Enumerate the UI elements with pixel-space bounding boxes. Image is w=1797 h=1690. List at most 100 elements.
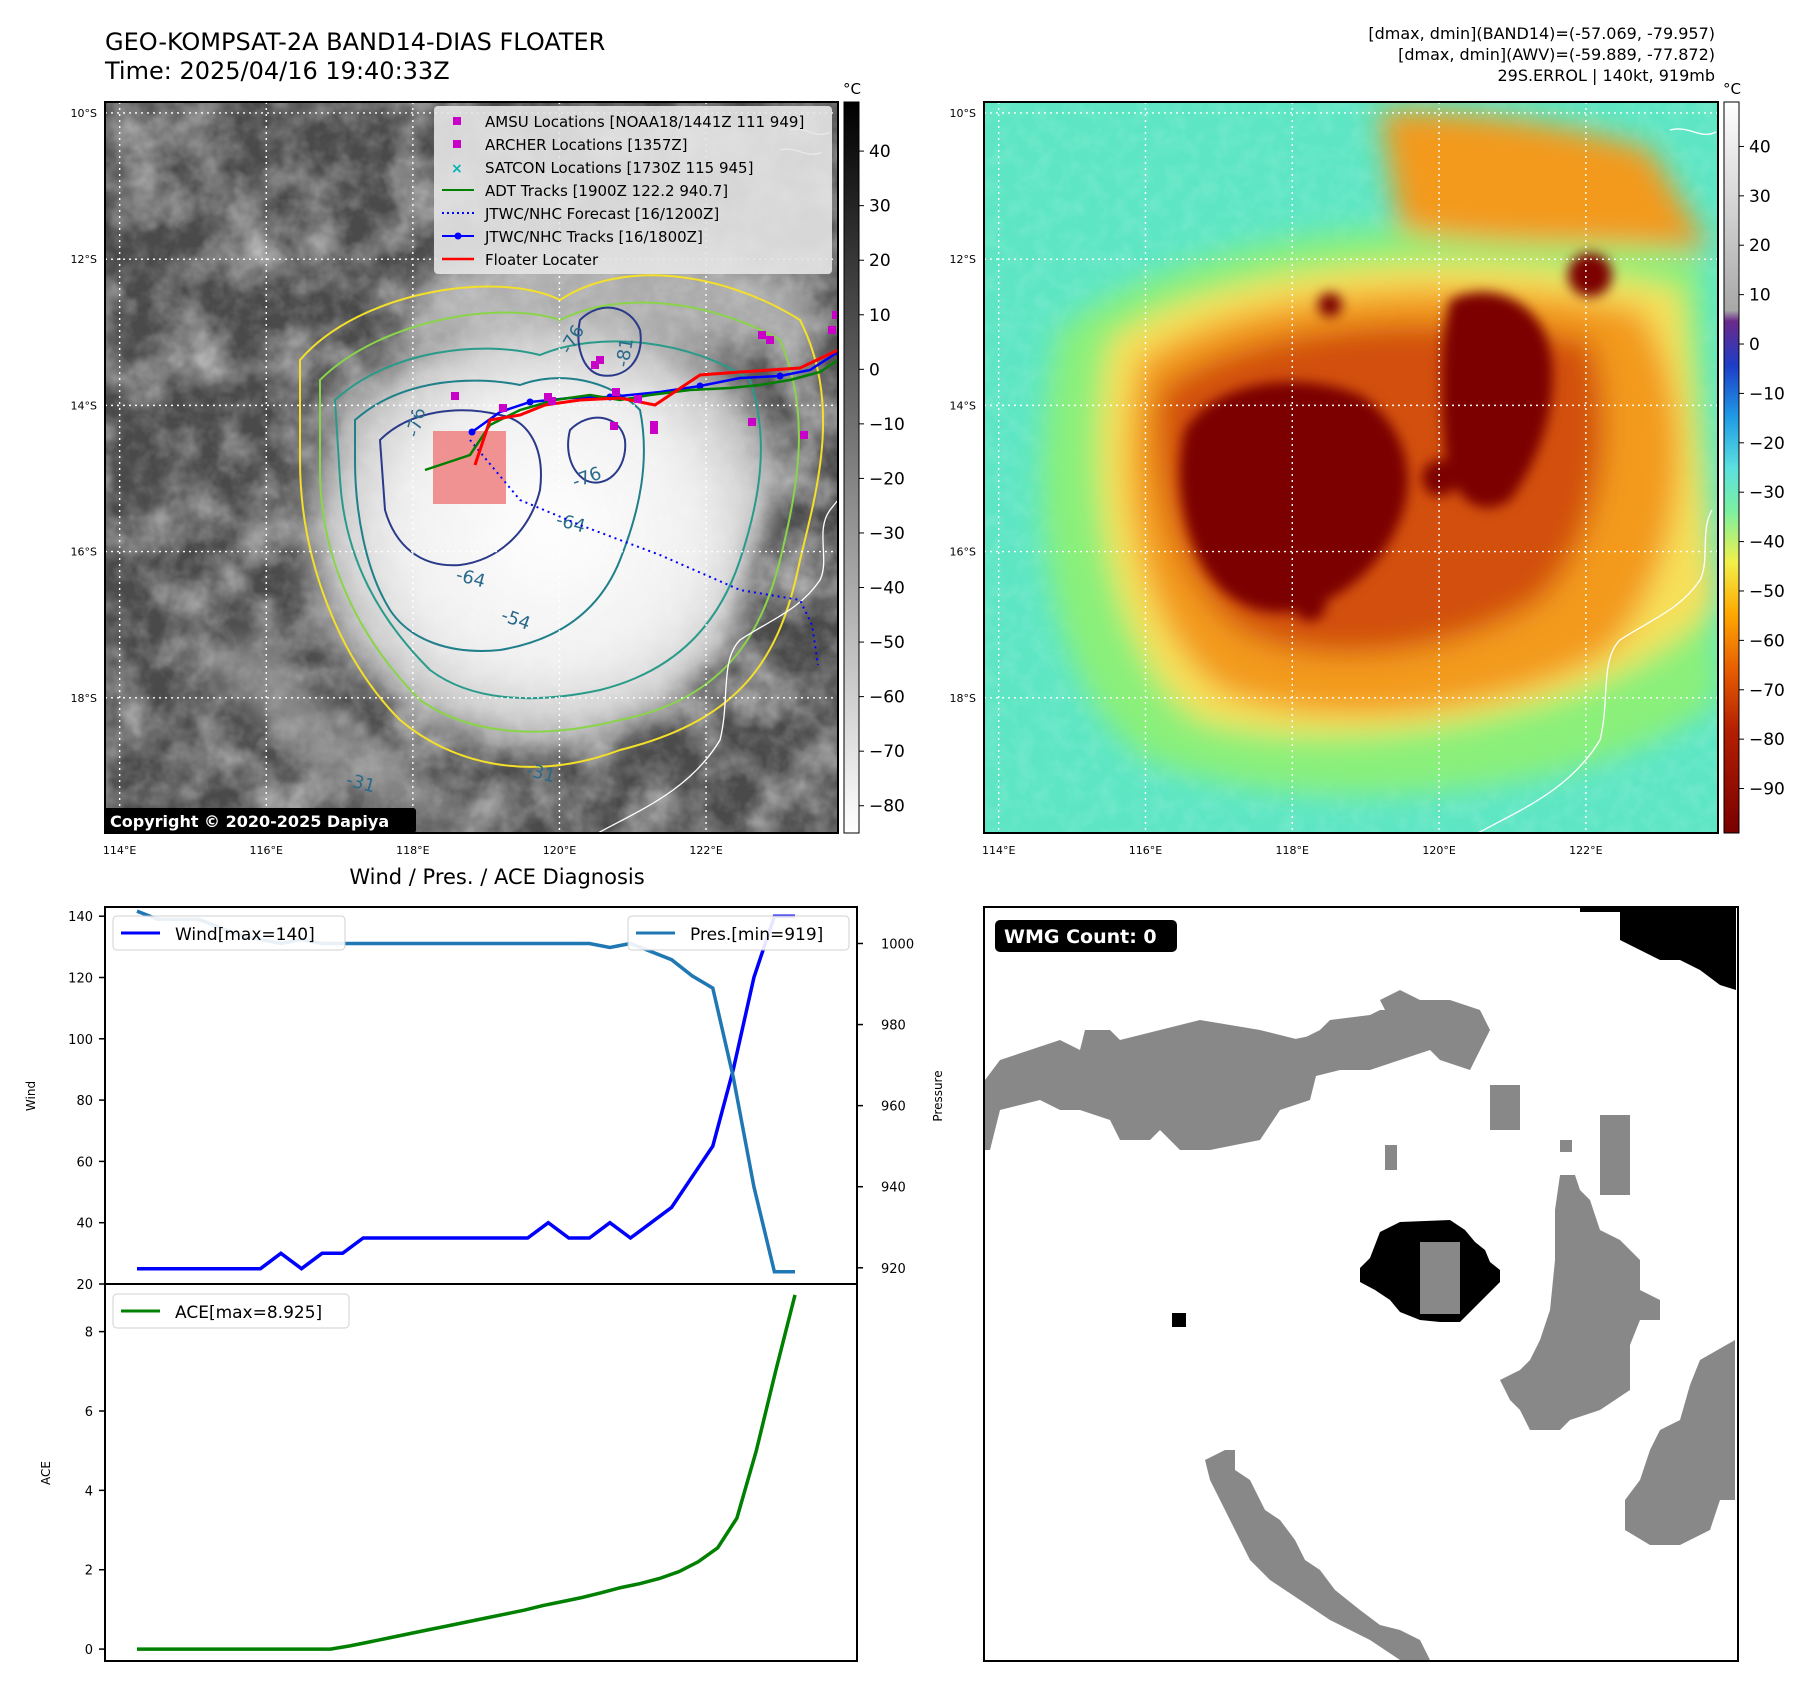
colorbar-tick-label: −80 xyxy=(869,797,905,817)
wind-legend: Wind[max=140] xyxy=(112,915,346,951)
pressure-tick-label: 1000 xyxy=(881,937,914,952)
pressure-axis-label: Pressure xyxy=(931,1070,945,1121)
colorbar-tick-label: 40 xyxy=(869,142,891,162)
lat-label: 16°S xyxy=(71,546,97,559)
ace-series-line xyxy=(137,1294,797,1651)
awv-axis-labels: 10°S 12°S 14°S 16°S 18°S 114°E 116°E 118°E 120°E… xyxy=(950,107,1603,857)
lon-label: 114°E xyxy=(982,844,1015,857)
wind-tick-label: 80 xyxy=(76,1094,93,1109)
colorbar-tick-label: −80 xyxy=(1749,730,1785,750)
legend-satcon-marker: × xyxy=(451,161,463,177)
wind-axis-ticks: 20 40 60 80 100 120 140 xyxy=(68,910,105,1293)
wmg-panel: WMG Count: 0 xyxy=(983,906,1739,1662)
jtwc-point xyxy=(776,372,784,380)
colorbar-tick-label: −40 xyxy=(1749,533,1785,553)
wind-tick-label: 140 xyxy=(68,910,93,925)
colorbar-tick-label: −20 xyxy=(869,469,905,489)
info-line-1: [dmax, dmin](BAND14)=(-57.069, -79.957) xyxy=(1368,24,1715,43)
wmg-count-badge xyxy=(995,920,1177,952)
ace-axis-ticks: 0 2 4 6 8 xyxy=(85,1326,105,1658)
color-colorbar xyxy=(1723,101,1740,834)
awv-core-maroon xyxy=(1180,381,1408,613)
legend-tracks-dot xyxy=(454,232,462,240)
wmg-ne-patch xyxy=(1380,990,1490,1070)
pressure-tick-label: 940 xyxy=(881,1181,906,1196)
legend-satcon: SATCON Locations [1730Z 115 945] xyxy=(485,159,753,177)
awv-map-panel xyxy=(984,102,1718,833)
ace-tick-label: 0 xyxy=(85,1643,93,1658)
awv-map-frame xyxy=(983,101,1719,834)
wind-series-line xyxy=(137,914,795,1271)
wind-pres-plot-frame xyxy=(104,906,858,1285)
band14-map-frame xyxy=(104,101,839,834)
ace-legend-label: ACE[max=8.925] xyxy=(175,1303,322,1323)
ace-axis-label: ACE xyxy=(39,1461,53,1485)
colorbar-tick-label: 20 xyxy=(1749,236,1771,256)
lon-label: 122°E xyxy=(1569,844,1602,857)
jtwc-point xyxy=(526,398,534,406)
wmg-frame xyxy=(983,906,1739,1662)
map-legend: AMSU Locations [NOAA18/1441Z 111 949] AR… xyxy=(434,106,832,274)
contour-teal-inner xyxy=(354,377,645,652)
title-line-1: GEO-KOMPSAT-2A BAND14-DIAS FLOATER xyxy=(105,28,605,56)
pres-legend-box xyxy=(627,915,850,951)
gray-colorbar xyxy=(843,101,860,834)
info-line-3: 29S.ERROL | 140kt, 919mb xyxy=(1497,66,1715,85)
gray-colorbar-ticks: 40 30 20 10 0 −10 −20 −30 −40 −50 −60 −70 −80 xyxy=(859,142,905,817)
awv-maroon-cell xyxy=(1568,253,1612,297)
wind-tick-label: 120 xyxy=(68,971,93,986)
wind-tick-label: 40 xyxy=(76,1217,93,1232)
legend-archer: ARCHER Locations [1357Z] xyxy=(485,136,688,154)
coastline xyxy=(597,499,838,833)
colorbar-tick-label: 30 xyxy=(1749,187,1771,207)
amsu-marker xyxy=(828,326,836,334)
wmg-ne-corner xyxy=(1620,907,1736,990)
wmg-east-band xyxy=(1500,1175,1660,1430)
ace-plot-frame xyxy=(104,1283,858,1662)
contour-teal-outer xyxy=(333,340,762,700)
lon-label: 120°E xyxy=(543,844,576,857)
amsu-marker xyxy=(612,388,620,396)
pressure-tick-label: 920 xyxy=(881,1262,906,1277)
amsu-marker xyxy=(800,431,808,439)
wind-tick-label: 100 xyxy=(68,1033,93,1048)
legend-archer-marker xyxy=(453,140,461,148)
lon-label: 114°E xyxy=(103,844,136,857)
lon-label: 116°E xyxy=(1129,844,1162,857)
amsu-marker xyxy=(832,311,838,319)
amsu-marker xyxy=(499,404,507,412)
lat-label: 16°S xyxy=(950,546,976,559)
lon-label: 120°E xyxy=(1422,844,1455,857)
wmg-eye-dot xyxy=(1172,1313,1186,1327)
colorbar-tick-label: 40 xyxy=(1749,137,1771,157)
ace-legend: ACE[max=8.925] xyxy=(112,1293,350,1329)
lat-label: 10°S xyxy=(71,107,97,120)
amsu-locations xyxy=(451,311,838,439)
awv-east-maroon xyxy=(1441,292,1553,508)
color-colorbar-unit: °C xyxy=(1723,80,1741,98)
wmg-count-text: WMG Count: 0 xyxy=(1004,926,1157,948)
awv-north-orange xyxy=(1380,110,1710,250)
ace-legend-box xyxy=(112,1293,350,1329)
lat-label: 10°S xyxy=(950,107,976,120)
colorbar-tick-label: 0 xyxy=(1749,335,1760,355)
legend-floater: Floater Locater xyxy=(485,251,599,269)
wmg-black-cells xyxy=(1172,907,1736,1327)
colorbar-tick-label: −10 xyxy=(1749,384,1785,404)
wmg-eye-gray xyxy=(1420,1242,1460,1314)
wmg-north-arc xyxy=(1080,1010,1440,1120)
contour-navy-north xyxy=(577,306,642,377)
wind-legend-box xyxy=(112,915,346,951)
colorbar-tick-label: −70 xyxy=(1749,681,1785,701)
amsu-marker xyxy=(766,336,774,344)
amsu-marker xyxy=(650,421,658,429)
lat-label: 12°S xyxy=(950,253,976,266)
colorbar-tick-label: −60 xyxy=(1749,631,1785,651)
copyright-box xyxy=(105,808,416,833)
wmg-cell xyxy=(1560,1140,1572,1152)
wind-axis-label: Wind xyxy=(24,1081,38,1111)
ace-tick-label: 8 xyxy=(85,1326,93,1341)
wmg-gray-cells xyxy=(985,990,1735,1660)
gray-colorbar-unit: °C xyxy=(843,80,861,98)
contour-navy-core xyxy=(378,409,542,567)
